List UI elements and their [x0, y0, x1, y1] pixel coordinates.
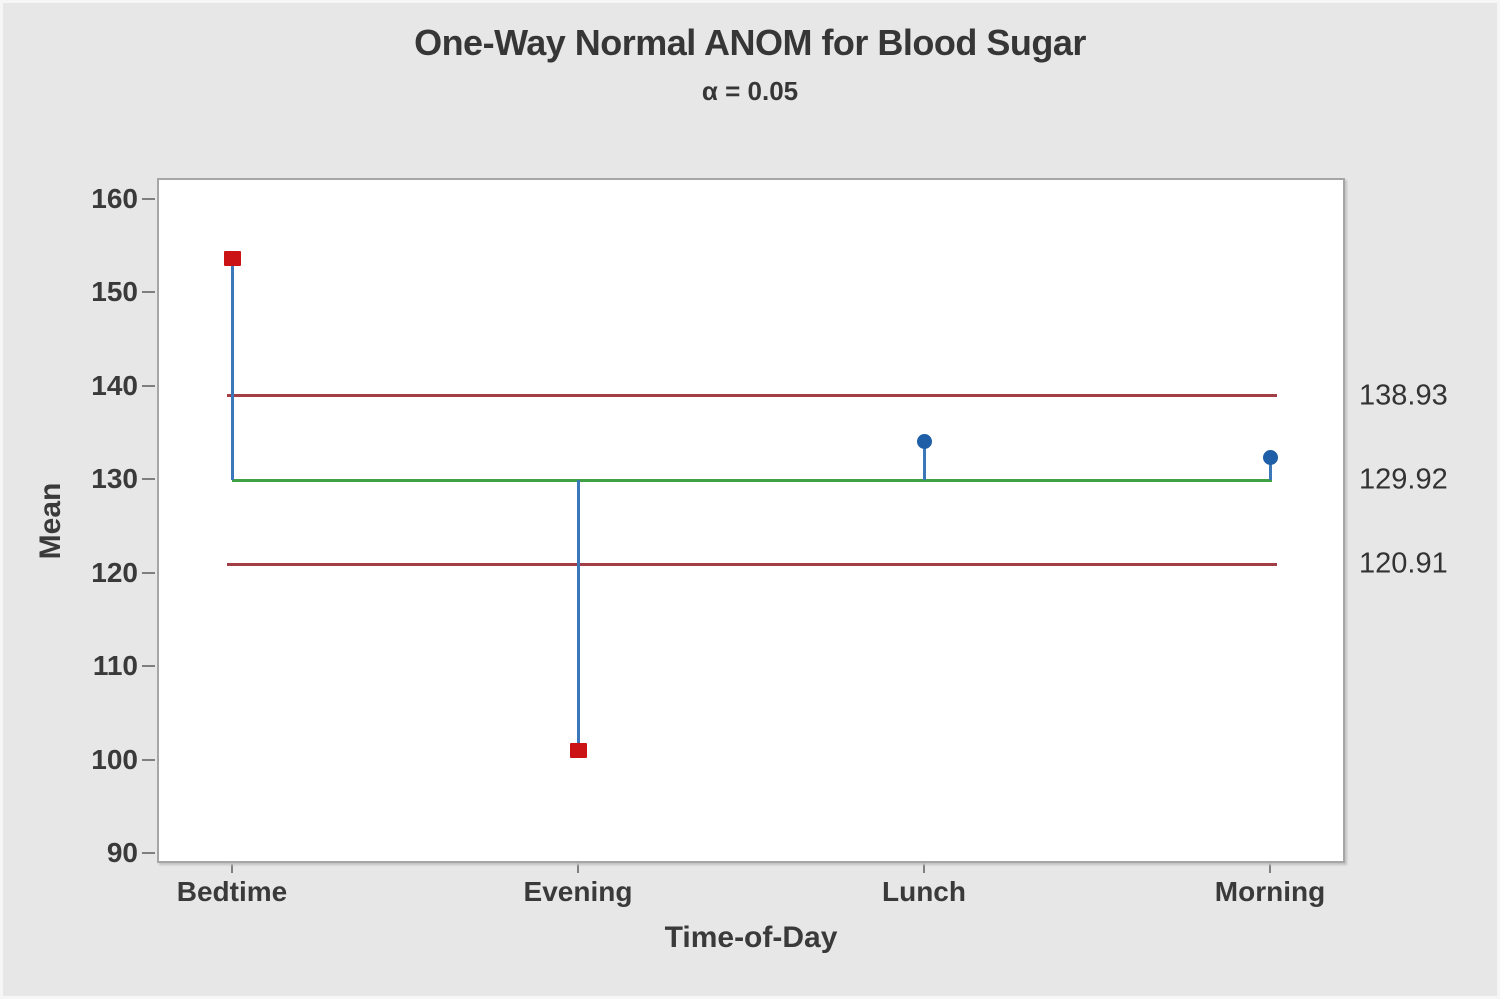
- x-tick-mark: [1269, 863, 1271, 873]
- lower-decision-limit-line: [227, 562, 1277, 566]
- upper-decision-limit-label: 138.93: [1359, 379, 1448, 412]
- significant-point-marker: [569, 742, 587, 758]
- point-marker: [916, 434, 932, 450]
- x-tick-mark: [231, 863, 233, 873]
- chart-title: One-Way Normal ANOM for Blood Sugar: [414, 22, 1086, 63]
- x-tick-mark: [577, 863, 579, 873]
- upper-decision-limit-line: [227, 394, 1277, 398]
- lower-decision-limit-label: 120.91: [1359, 547, 1448, 580]
- x-tick-label: Evening: [523, 876, 633, 907]
- center-line-label: 129.92: [1359, 463, 1448, 496]
- x-tick-label: Lunch: [882, 876, 966, 907]
- plot-area: Mean Time-of-Day 160 150 140 130 120 110 100 90…: [34, 178, 1448, 954]
- chart-subtitle: α = 0.05: [701, 76, 799, 106]
- y-tick-mark: [142, 198, 155, 200]
- y-tick-label: 120: [91, 556, 138, 588]
- x-tick-label: Morning: [1214, 876, 1326, 907]
- y-tick-mark: [142, 384, 155, 387]
- y-tick-label: 140: [91, 369, 138, 401]
- y-tick-mark: [142, 665, 155, 668]
- y-tick-label: 150: [91, 276, 138, 308]
- x-tick-label: Bedtime: [176, 876, 288, 907]
- stem-line: [1268, 457, 1272, 481]
- x-tick-mark: [923, 863, 925, 873]
- stem-line: [922, 441, 926, 481]
- y-tick-mark: [142, 291, 155, 294]
- y-tick-mark: [142, 852, 155, 854]
- y-tick-label: 160: [91, 183, 138, 214]
- center-line: [232, 478, 1272, 482]
- y-tick-mark: [142, 571, 155, 574]
- stem-line: [576, 480, 580, 751]
- y-axis-title: Mean: [34, 482, 67, 559]
- stem-line: [230, 258, 234, 481]
- y-tick-label: 130: [91, 463, 138, 495]
- significant-point-marker: [223, 251, 241, 267]
- point-marker: [1262, 450, 1278, 466]
- y-tick-label: 100: [91, 743, 138, 775]
- y-tick-mark: [142, 478, 155, 481]
- x-axis-title: Time-of-Day: [664, 921, 838, 954]
- plot-border: [157, 178, 1345, 863]
- y-tick-label: 110: [92, 650, 138, 682]
- y-tick-label: 90: [106, 837, 138, 868]
- y-tick-mark: [142, 758, 155, 761]
